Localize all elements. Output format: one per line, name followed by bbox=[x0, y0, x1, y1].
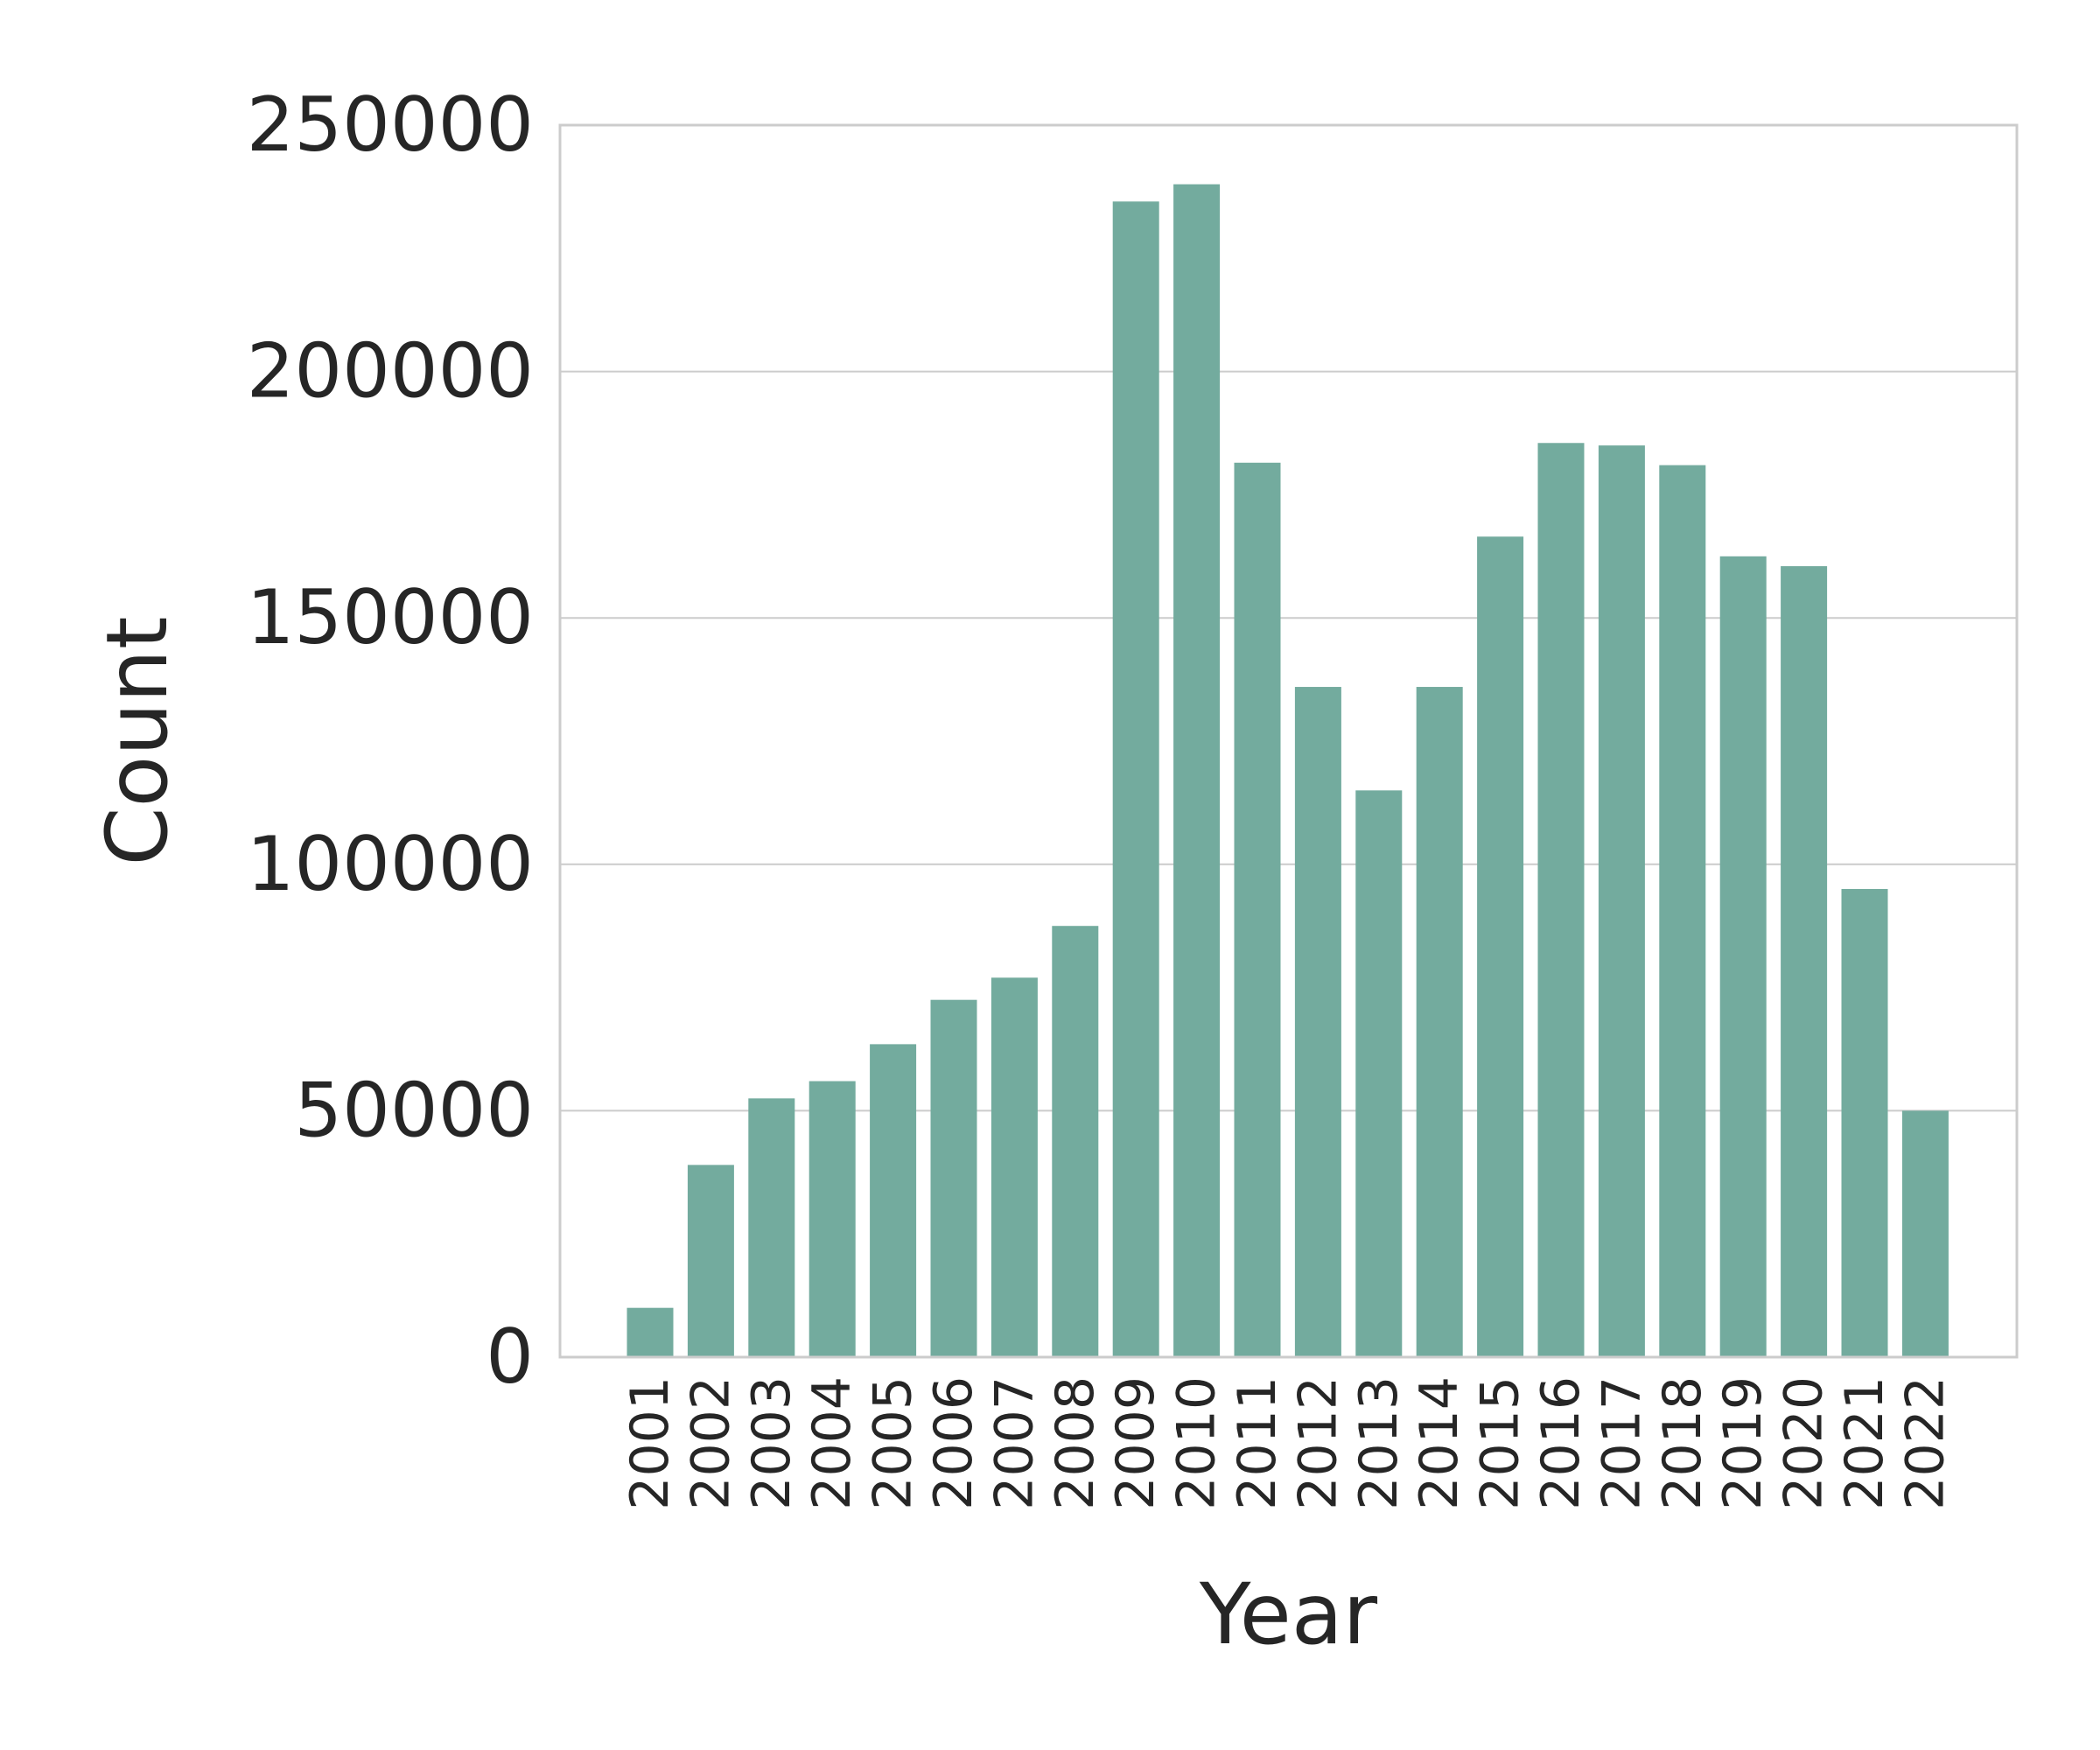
y-tick-label: 100000 bbox=[247, 821, 534, 908]
x-tick-label: 2003 bbox=[741, 1376, 802, 1510]
x-tick-label: 2014 bbox=[1409, 1376, 1470, 1510]
x-tick-label: 2013 bbox=[1348, 1376, 1410, 1510]
x-tick-label: 2017 bbox=[1591, 1376, 1652, 1510]
x-tick-label: 2015 bbox=[1470, 1376, 1531, 1510]
bar-2002 bbox=[687, 1165, 734, 1357]
bar-2003 bbox=[748, 1098, 795, 1357]
x-tick-label: 2019 bbox=[1712, 1376, 1774, 1510]
bar-2015 bbox=[1477, 536, 1524, 1357]
bar-2009 bbox=[1112, 201, 1159, 1357]
y-tick-label: 200000 bbox=[247, 328, 534, 416]
bar-2016 bbox=[1537, 443, 1585, 1357]
x-tick-label: 2021 bbox=[1834, 1376, 1895, 1510]
x-tick-label: 2008 bbox=[1045, 1376, 1106, 1510]
x-tick-label: 2018 bbox=[1652, 1376, 1713, 1510]
x-tick-label: 2009 bbox=[1105, 1376, 1166, 1510]
bar-2011 bbox=[1234, 462, 1281, 1357]
x-tick-label: 2012 bbox=[1287, 1376, 1348, 1510]
bar-2001 bbox=[626, 1307, 674, 1357]
x-axis-title: Year bbox=[1199, 1565, 1378, 1663]
bar-2005 bbox=[870, 1044, 917, 1357]
bar-2004 bbox=[808, 1081, 856, 1357]
x-tick-label: 2010 bbox=[1166, 1376, 1228, 1510]
x-tick-labels: 2001 2002 2003 2004 2005 2006 2007 2008 2009 2010… bbox=[620, 1376, 1956, 1510]
y-tick-label: 150000 bbox=[247, 574, 534, 662]
y-axis-title: Count bbox=[88, 616, 186, 865]
bar-2020 bbox=[1781, 566, 1828, 1357]
x-tick-label: 2007 bbox=[984, 1376, 1045, 1510]
x-tick-label: 2006 bbox=[923, 1376, 984, 1510]
bar-2008 bbox=[1052, 926, 1099, 1357]
bar-2006 bbox=[930, 999, 977, 1357]
x-tick-label: 2020 bbox=[1774, 1376, 1835, 1510]
x-tick-label: 2002 bbox=[680, 1376, 741, 1510]
y-tick-label: 250000 bbox=[247, 81, 534, 169]
y-tick-labels: 0 50000 100000 150000 200000 250000 bbox=[247, 81, 534, 1401]
bar-2019 bbox=[1719, 556, 1767, 1357]
x-tick-label: 2001 bbox=[620, 1376, 681, 1510]
y-tick-label: 0 bbox=[486, 1313, 534, 1401]
bar-2012 bbox=[1294, 687, 1341, 1357]
bar-2018 bbox=[1659, 465, 1706, 1357]
x-tick-label: 2004 bbox=[802, 1376, 863, 1510]
x-tick-label: 2016 bbox=[1530, 1376, 1592, 1510]
plot-frame bbox=[558, 123, 2019, 1359]
bars bbox=[626, 184, 1949, 1358]
bar-2022 bbox=[1901, 1110, 1949, 1357]
bar-2010 bbox=[1173, 184, 1221, 1358]
bar-2007 bbox=[990, 977, 1038, 1357]
bar-2017 bbox=[1598, 445, 1645, 1358]
x-tick-label: 2005 bbox=[863, 1376, 924, 1510]
x-tick-label: 2011 bbox=[1227, 1376, 1288, 1510]
bar-2014 bbox=[1416, 687, 1463, 1357]
y-tick-label: 50000 bbox=[294, 1067, 534, 1154]
bar-2021 bbox=[1841, 888, 1888, 1357]
bar-2013 bbox=[1355, 790, 1403, 1357]
x-tick-label: 2022 bbox=[1894, 1376, 1956, 1510]
